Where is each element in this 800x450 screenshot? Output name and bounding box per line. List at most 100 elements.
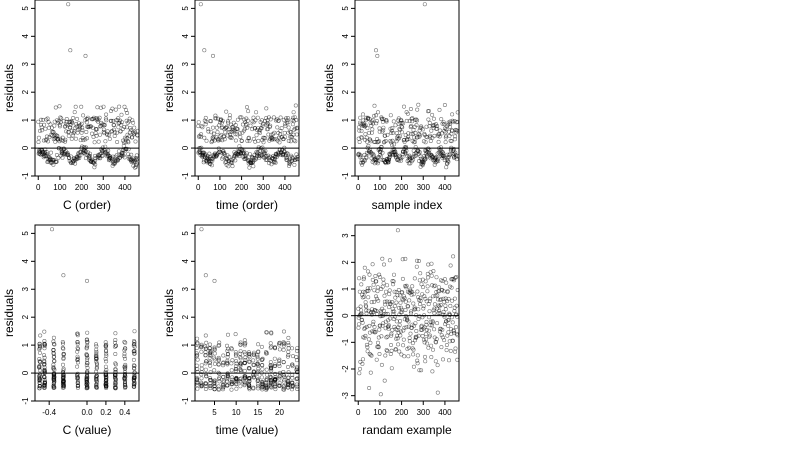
data-point <box>85 361 90 366</box>
data-point <box>66 133 71 138</box>
data-point <box>364 304 369 309</box>
data-point <box>434 337 439 342</box>
data-point <box>135 128 140 133</box>
data-point <box>113 130 118 135</box>
data-point <box>129 128 134 133</box>
data-point <box>288 130 293 135</box>
data-point <box>39 117 44 122</box>
data-point <box>51 351 56 356</box>
data-point <box>230 377 235 382</box>
data-point <box>444 165 449 170</box>
data-point <box>234 382 239 387</box>
data-point <box>264 376 269 381</box>
data-point <box>437 132 442 137</box>
data-point <box>101 104 106 109</box>
data-point <box>411 301 416 306</box>
data-point <box>363 132 368 137</box>
data-point <box>416 316 421 321</box>
data-point <box>227 113 232 118</box>
data-point <box>94 349 99 354</box>
data-point <box>122 354 127 359</box>
data-point <box>443 307 448 312</box>
data-point <box>374 296 379 301</box>
data-point <box>272 160 277 165</box>
data-point <box>383 353 388 358</box>
data-point <box>372 299 377 304</box>
data-point <box>286 343 291 348</box>
data-point <box>114 153 119 158</box>
data-point <box>455 333 460 338</box>
data-point <box>452 331 457 336</box>
data-point <box>279 126 284 131</box>
data-point <box>263 149 268 154</box>
data-point <box>75 357 80 362</box>
data-point <box>435 156 440 161</box>
data-point <box>413 321 418 326</box>
data-point <box>446 358 451 363</box>
data-point <box>241 150 246 155</box>
data-point <box>41 138 46 143</box>
data-point <box>294 126 299 131</box>
data-point <box>432 311 437 316</box>
data-point <box>242 343 247 348</box>
data-point <box>366 295 371 300</box>
data-point <box>242 361 247 366</box>
data-point <box>449 285 454 290</box>
data-point <box>374 119 379 124</box>
data-point <box>235 132 240 137</box>
data-point <box>415 289 420 294</box>
data-point <box>38 122 43 127</box>
data-point <box>243 374 248 379</box>
data-point <box>455 357 460 362</box>
data-point <box>117 104 122 109</box>
data-point <box>389 333 394 338</box>
data-point <box>406 345 411 350</box>
y-tick-label: 2 <box>341 89 350 94</box>
x-tick-label: 400 <box>438 183 452 192</box>
data-point <box>251 164 256 169</box>
data-point <box>377 274 382 279</box>
data-point <box>52 379 57 384</box>
data-point <box>233 352 238 357</box>
data-point <box>374 357 379 362</box>
data-point <box>245 105 250 110</box>
data-point <box>422 2 427 7</box>
data-point <box>71 116 76 121</box>
data-point <box>94 342 99 347</box>
data-point <box>51 348 56 353</box>
data-point <box>221 149 226 154</box>
points <box>36 2 140 170</box>
data-point <box>447 152 452 157</box>
data-point <box>229 387 234 392</box>
data-point <box>85 381 90 386</box>
data-point <box>104 384 109 389</box>
data-point <box>203 381 208 386</box>
data-point <box>255 361 260 366</box>
x-tick-label: 300 <box>417 183 431 192</box>
data-point <box>38 384 43 389</box>
data-point <box>384 335 389 340</box>
data-point <box>199 132 204 137</box>
y-tick-label: 3 <box>341 61 350 66</box>
data-point <box>103 340 108 345</box>
data-point <box>196 120 201 125</box>
data-point <box>70 133 75 138</box>
data-point <box>283 135 288 140</box>
data-point <box>61 273 66 278</box>
data-point <box>248 123 253 128</box>
data-point <box>453 150 458 155</box>
data-point <box>417 133 422 138</box>
data-point <box>223 130 228 135</box>
data-point <box>432 302 437 307</box>
data-point <box>203 353 208 358</box>
data-point <box>437 134 442 139</box>
data-point <box>57 124 62 129</box>
data-point <box>286 346 291 351</box>
x-tick-label: 100 <box>373 408 387 417</box>
data-point <box>37 343 42 348</box>
data-point <box>123 377 128 382</box>
data-point <box>294 377 299 382</box>
data-point <box>203 333 208 338</box>
data-point <box>426 328 431 333</box>
data-point <box>66 2 71 7</box>
